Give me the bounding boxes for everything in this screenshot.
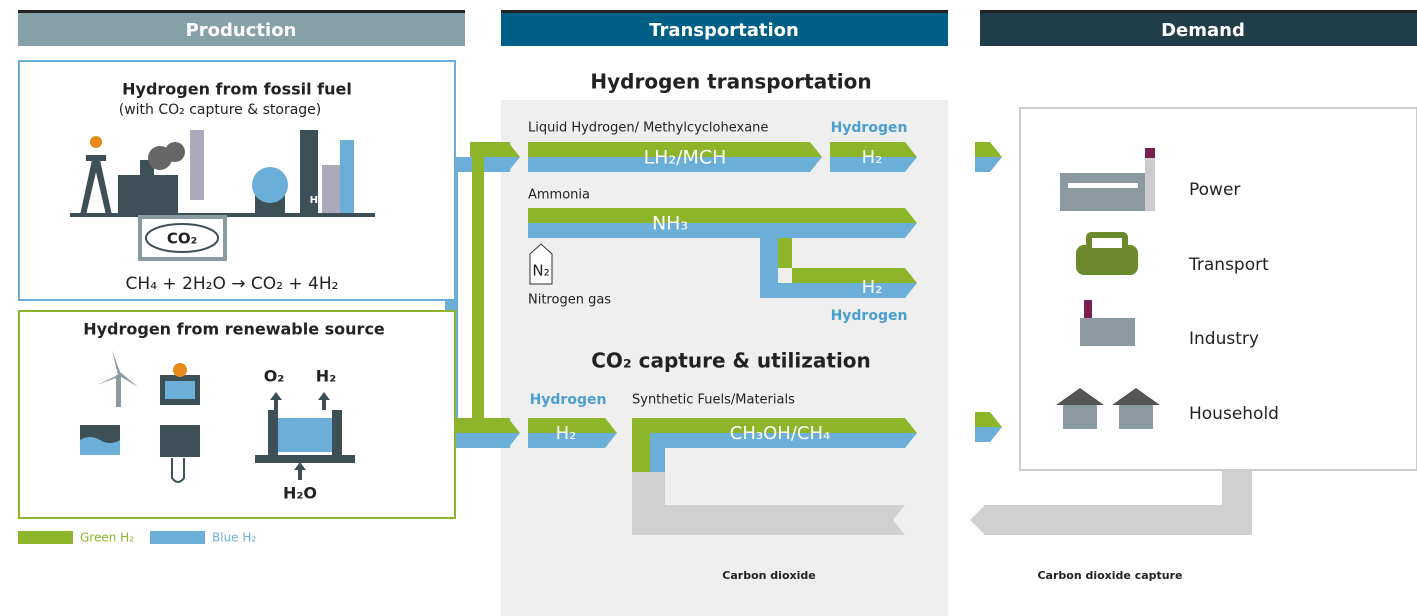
header-bar [18,12,465,46]
box-title: Hydrogen from fossil fuel [122,80,352,99]
box-subtitle: (with CO₂ capture & storage) [119,102,322,118]
caption: Ammonia [528,188,590,203]
arrow-band [528,418,917,535]
caption: Hydrogen [831,120,908,136]
header-label: Production [186,20,297,41]
arrow-band [528,208,917,298]
header-bar [980,12,1417,46]
section-title: CO₂ capture & utilization [591,349,871,373]
band-label: H₂ [862,147,883,168]
equation: CH₄ + 2H₂O → CO₂ + 4H₂ [126,274,339,294]
co2-cloud [145,223,219,253]
band-label: LH₂/MCH [644,147,727,169]
renewable-box [18,310,456,519]
box-title: Hydrogen from renewable source [83,320,385,339]
caption: Hydrogen [530,392,607,408]
nitrogen-label: N₂ [532,262,549,280]
band-label: H₂ [862,277,883,298]
header-rule [501,10,948,13]
legend-label: Blue H₂ [212,531,256,545]
arrow-band [528,142,917,172]
header-label: Transportation [649,20,799,41]
caption: Hydrogen [831,308,908,324]
water-label: H₂O [283,484,317,503]
caption: Liquid Hydrogen/ Methylcyclohexane [528,121,768,136]
header-label: Demand [1161,20,1245,41]
demand-label: Industry [1189,329,1259,349]
renewable-icons [80,350,355,483]
cloud-label: CO₂ [167,230,197,248]
band-label: CH₃OH/CH₄ [730,423,830,444]
legend-label: Green H₂ [80,531,134,545]
header-bar [501,12,948,46]
section-title: Hydrogen transportation [590,70,871,94]
demand-label: Transport [1188,255,1269,275]
caption: Carbon dioxide capture [1037,569,1182,582]
caption: Synthetic Fuels/Materials [632,393,795,408]
demand-label: Power [1189,180,1240,200]
band-label: NH₃ [652,213,688,235]
nitrogen-icon [529,243,553,285]
hydrogen-label: H₂ [316,367,336,386]
oxygen-label: O₂ [264,367,285,386]
legend-swatch [18,531,73,544]
header-rule [980,10,1417,13]
tank-label: H₂ [310,195,323,206]
storage-pit [138,215,227,261]
legend-swatch [150,531,205,544]
header-rule [18,10,465,13]
demand-icons [1056,148,1160,429]
caption: Carbon dioxide [722,569,815,582]
arrow-band [970,142,1252,535]
caption: Nitrogen gas [528,293,611,308]
band-label: H₂ [556,423,577,444]
demand-label: Household [1189,404,1279,424]
